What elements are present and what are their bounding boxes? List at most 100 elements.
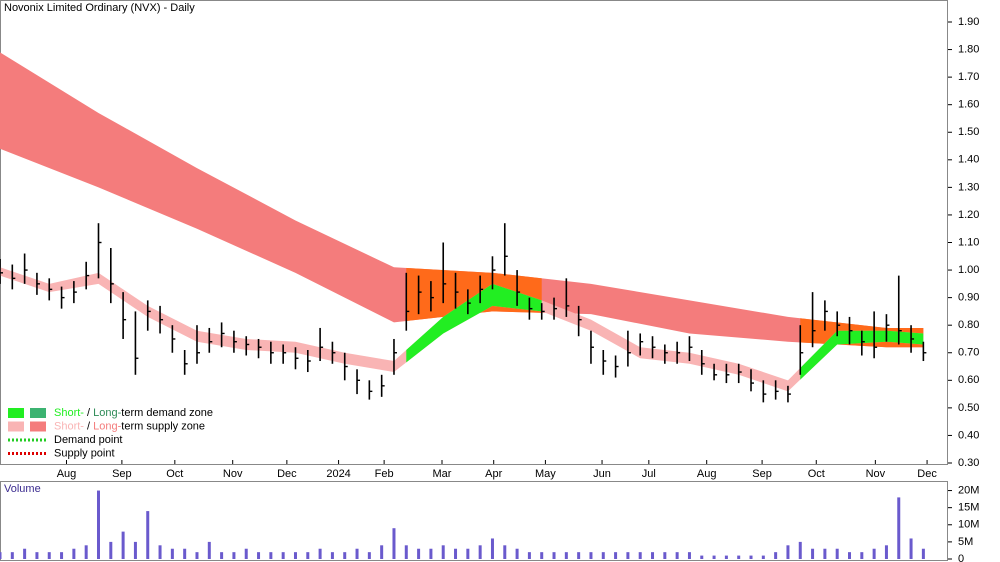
volume-tick-label: 15M (958, 502, 979, 514)
volume-bar (220, 552, 224, 559)
volume-bar (675, 552, 679, 559)
volume-bar (503, 545, 507, 559)
legend-label: Short- / Long-term demand zone (54, 407, 213, 419)
volume-bar (367, 552, 371, 559)
y-tick-label: 1.20 (958, 209, 979, 221)
demand-period (406, 267, 542, 392)
volume-bar (0, 552, 2, 559)
x-tick-label: May (535, 468, 556, 480)
volume-bar (601, 552, 605, 559)
x-tick-label: Nov (866, 468, 886, 480)
volume-panel (0, 481, 948, 561)
volume-bar (848, 552, 852, 559)
y-tick-label: 1.50 (958, 126, 979, 138)
x-tick-label: Dec (277, 468, 297, 480)
volume-bar (552, 552, 556, 559)
y-tick-label: 1.30 (958, 181, 979, 193)
y-tick-label: 1.70 (958, 71, 979, 83)
y-tick-label: 1.00 (958, 264, 979, 276)
legend-part: Long- (93, 407, 121, 419)
x-tick-label: Aug (697, 468, 717, 480)
volume-bar (626, 552, 630, 559)
volume-bar (860, 552, 864, 559)
demand-period (406, 52, 542, 348)
volume-bar (380, 545, 384, 559)
volume-bar (306, 552, 310, 559)
legend-swatch (8, 408, 24, 418)
volume-bar (527, 552, 531, 559)
volume-label: Volume (4, 483, 41, 495)
volume-bar (823, 548, 827, 559)
x-tick-label: Jul (642, 468, 656, 480)
volume-bar (47, 552, 51, 559)
x-tick-label: Oct (808, 468, 825, 480)
legend-part: term supply zone (121, 420, 205, 432)
legend-swatch (30, 421, 46, 432)
volume-bar (84, 545, 88, 559)
volume-bar (749, 555, 753, 559)
volume-tick-label: 0 (958, 553, 964, 562)
volume-bar (318, 548, 322, 559)
volume-bar (737, 555, 741, 559)
volume-bar (244, 548, 248, 559)
x-tick-label: Aug (57, 468, 77, 480)
volume-bar (96, 490, 100, 559)
volume-bar (454, 548, 458, 559)
x-tick-label: Sep (112, 468, 132, 480)
legend-part: Demand point (54, 434, 123, 446)
legend-part: term demand zone (121, 407, 213, 419)
chart-title: Novonix Limited Ordinary (NVX) - Daily (4, 2, 195, 14)
volume-bar (909, 538, 913, 559)
legend-label: Demand point (54, 434, 123, 446)
volume-bar (257, 552, 261, 559)
volume-bar (343, 552, 347, 559)
volume-bar (133, 541, 137, 559)
volume-bar (121, 531, 125, 559)
legend-part: Short- (54, 407, 84, 419)
y-tick-label: 1.90 (958, 16, 979, 28)
volume-bar (614, 552, 618, 559)
volume-bar (269, 552, 273, 559)
legend-part: Long- (93, 420, 121, 432)
y-tick-label: 0.60 (958, 374, 979, 386)
y-tick-label: 1.60 (958, 99, 979, 111)
volume-bar (638, 552, 642, 559)
volume-tick-label: 5M (958, 536, 973, 548)
volume-bar (515, 548, 519, 559)
volume-tick-label: 10M (958, 519, 979, 531)
volume-bar (429, 548, 433, 559)
x-tick-label: Dec (917, 468, 937, 480)
legend-part: Short- (54, 420, 84, 432)
volume-bar (811, 548, 815, 559)
y-tick-label: 0.30 (958, 457, 979, 469)
volume-bar (441, 545, 445, 559)
y-tick-label: 1.10 (958, 236, 979, 248)
volume-bar (700, 555, 704, 559)
volume-bar (35, 552, 39, 559)
volume-bar (724, 555, 728, 559)
volume-bar (281, 552, 285, 559)
volume-bar (330, 552, 334, 559)
volume-bar (651, 552, 655, 559)
x-tick-label: Sep (752, 468, 772, 480)
volume-bar (835, 548, 839, 559)
volume-bar (589, 552, 593, 559)
volume-bar (798, 541, 802, 559)
volume-bar (232, 552, 236, 559)
volume-bar (872, 548, 876, 559)
volume-bar (712, 555, 716, 559)
volume-bar (564, 552, 568, 559)
demand-period (800, 52, 924, 348)
volume-bar (490, 538, 494, 559)
volume-bar (921, 548, 925, 559)
volume-bar (158, 545, 162, 559)
volume-bar (540, 552, 544, 559)
legend-part: / (84, 407, 93, 419)
volume-bar (774, 552, 778, 559)
volume-bar (897, 497, 901, 559)
volume-bar (10, 552, 14, 559)
short-zone (0, 267, 924, 392)
x-tick-label: Nov (223, 468, 243, 480)
x-tick-label: Jun (593, 468, 611, 480)
